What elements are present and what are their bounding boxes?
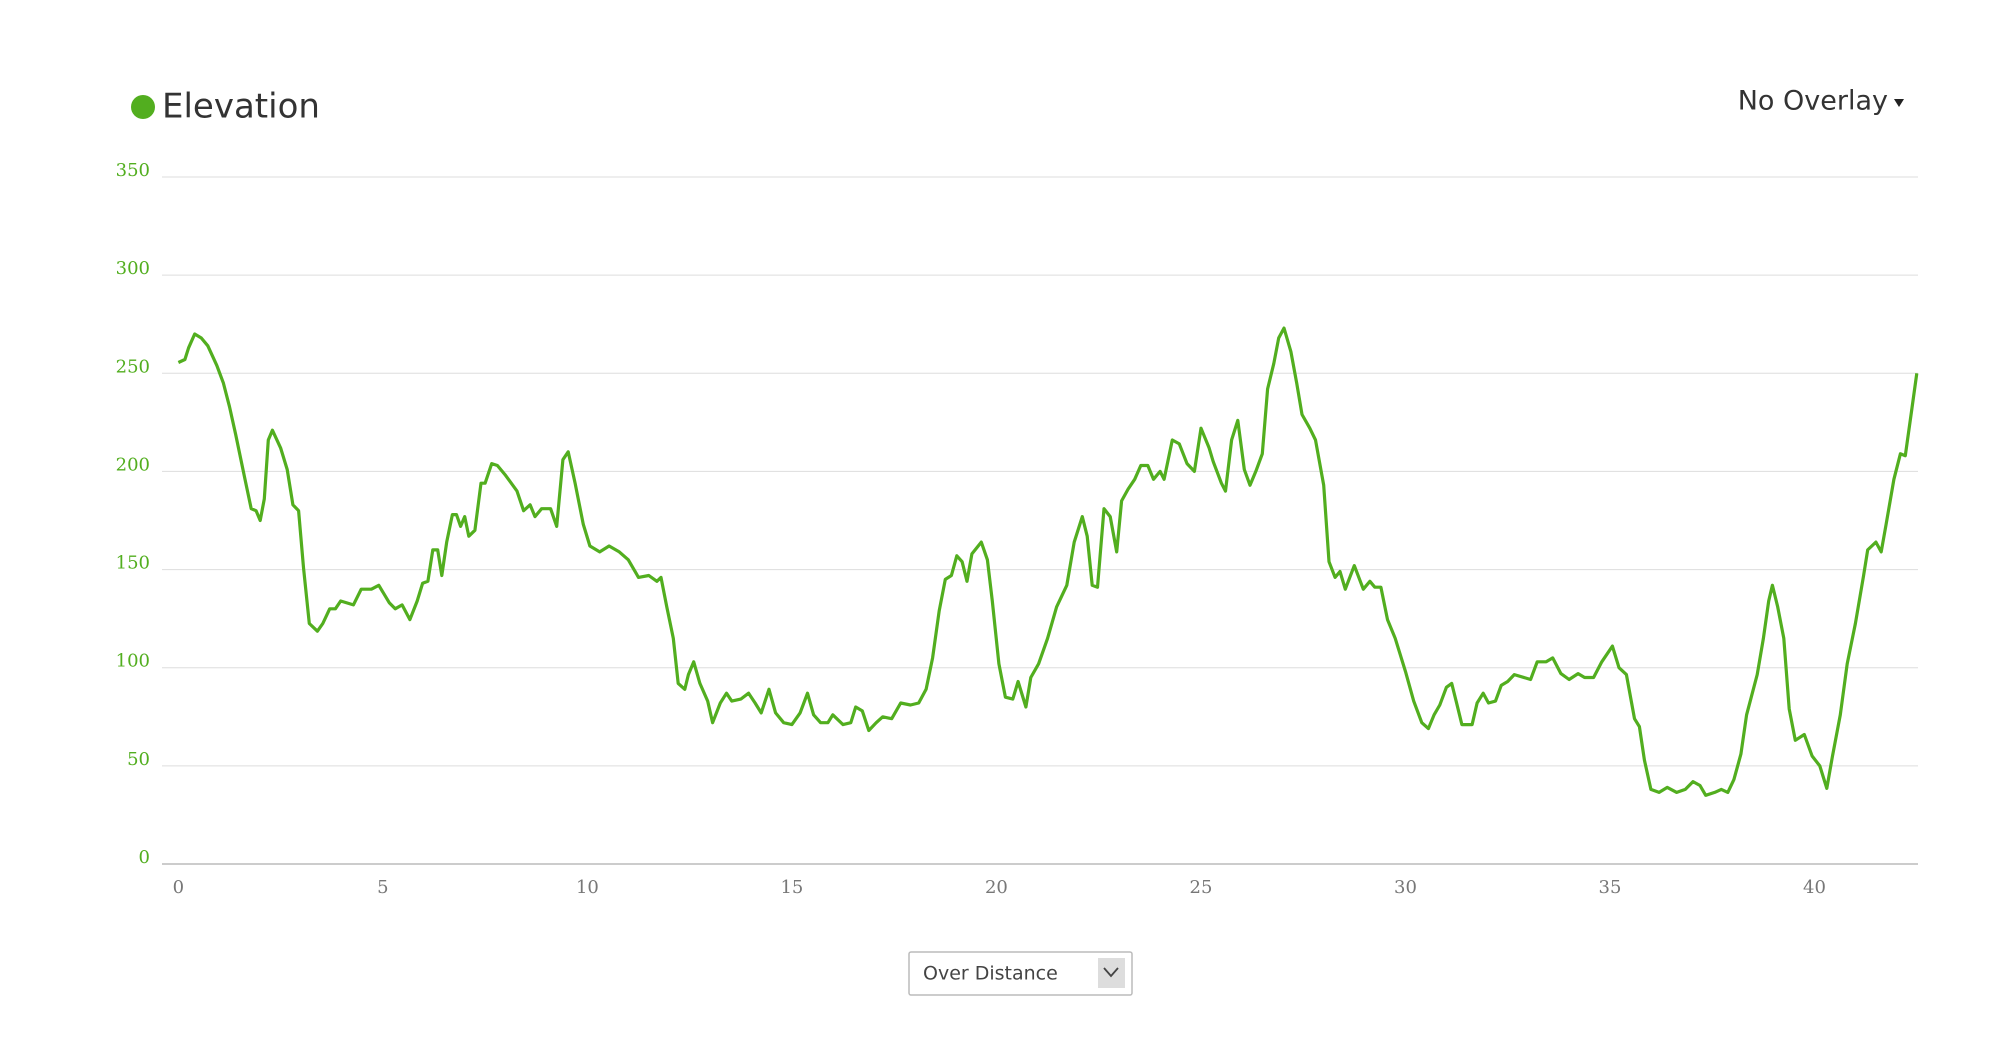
y-tick-label: 250 — [116, 356, 150, 377]
y-tick-label: 0 — [139, 847, 150, 868]
y-tick-label: 50 — [127, 749, 150, 770]
x-tick-label: 25 — [1190, 877, 1213, 898]
dropdown-arrow — [1894, 99, 1904, 107]
y-tick-label: 200 — [116, 454, 150, 475]
select-box[interactable] — [908, 951, 1133, 996]
y-tick-label: 150 — [116, 553, 150, 574]
x-tick-label: 15 — [780, 877, 803, 898]
select-label[interactable]: Over Distance — [923, 963, 1058, 985]
x-tick-label: 5 — [377, 877, 388, 898]
y-tick-label: 300 — [116, 258, 150, 279]
x-tick-label: 0 — [173, 877, 184, 898]
legend-dot — [131, 95, 155, 119]
elevation-line — [177, 326, 1919, 797]
y-tick-label: 350 — [116, 160, 150, 181]
chart-title: Elevation — [162, 87, 320, 127]
x-tick-label: 30 — [1394, 877, 1417, 898]
select-chevron — [1103, 967, 1119, 978]
x-tick-label: 40 — [1803, 877, 1826, 898]
x-tick-label: 10 — [576, 877, 599, 898]
overlay-label[interactable]: No Overlay — [1738, 86, 1888, 117]
select-button[interactable] — [1098, 958, 1125, 988]
overlay-dropdown[interactable]: No Overlay — [1738, 86, 1904, 117]
x-tick-label: 20 — [985, 877, 1008, 898]
y-tick-label: 100 — [116, 651, 150, 672]
x-tick-label: 35 — [1599, 877, 1622, 898]
mode-select[interactable]: Over Distance — [908, 951, 1133, 996]
